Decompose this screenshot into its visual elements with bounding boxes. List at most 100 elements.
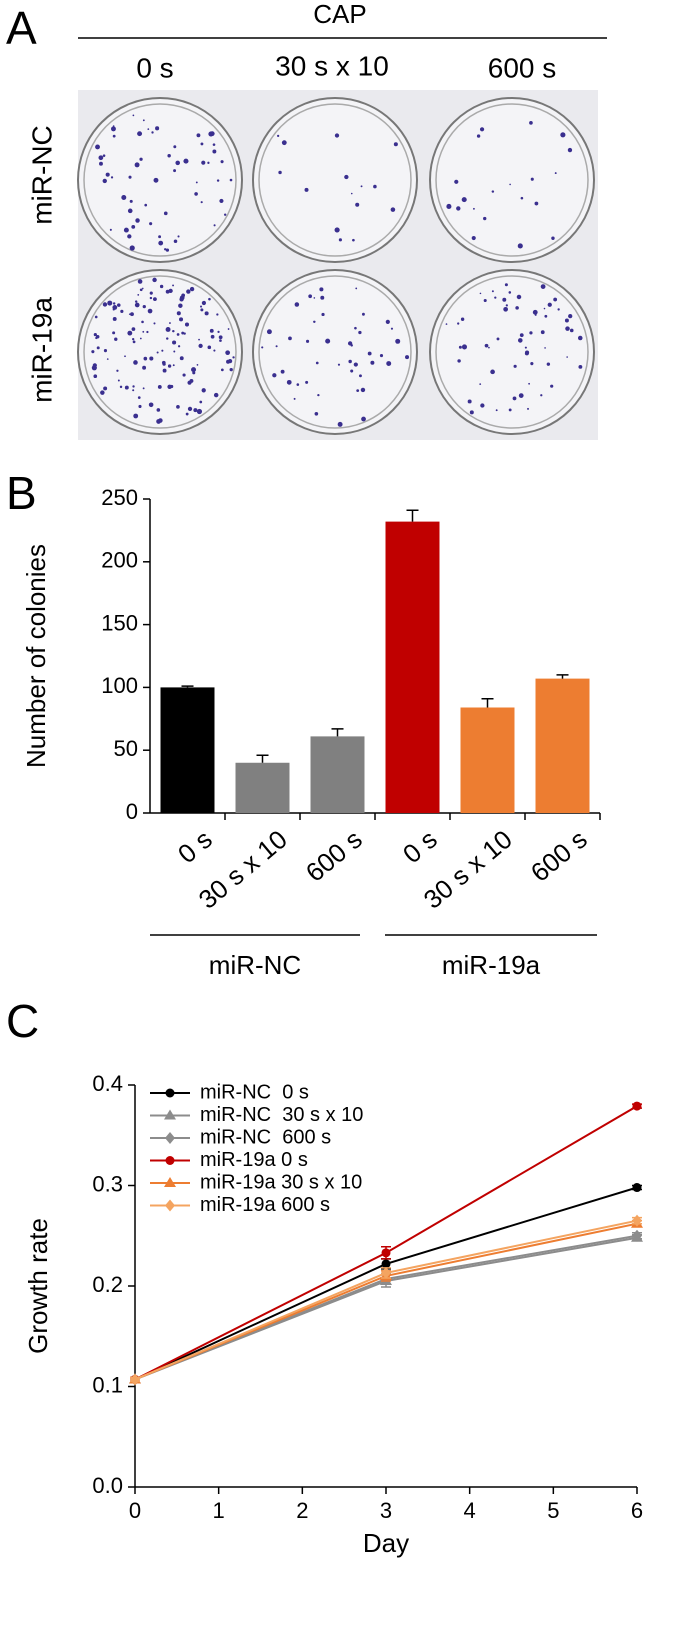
colony xyxy=(348,359,352,364)
colony xyxy=(524,346,527,349)
colony xyxy=(484,343,489,348)
colony xyxy=(98,155,104,161)
colony xyxy=(565,326,570,331)
colony xyxy=(456,206,461,211)
legend-label: miR-NC 30 s x 10 xyxy=(200,1104,363,1126)
colony xyxy=(393,142,398,147)
plate-rim xyxy=(258,103,412,257)
colony xyxy=(219,198,224,204)
colony xyxy=(479,292,482,295)
colony xyxy=(117,303,121,307)
colony xyxy=(217,330,220,333)
column-label: 0 s xyxy=(136,52,173,83)
colony xyxy=(178,303,183,308)
colony xyxy=(479,383,482,386)
colony xyxy=(564,318,569,323)
colony xyxy=(123,227,129,233)
colony xyxy=(460,317,465,321)
colony xyxy=(94,315,98,319)
colony xyxy=(163,248,167,251)
bar xyxy=(535,678,590,813)
colony xyxy=(483,298,487,303)
colony xyxy=(148,402,154,408)
colony xyxy=(208,297,211,301)
colony xyxy=(129,245,135,251)
colony xyxy=(129,199,133,203)
colony xyxy=(137,396,141,399)
y-tick-label: 150 xyxy=(101,610,138,635)
colony xyxy=(161,360,166,365)
colony xyxy=(213,224,216,227)
colony xyxy=(405,355,410,360)
marker xyxy=(632,1101,642,1111)
colony xyxy=(461,197,467,203)
colony xyxy=(133,360,138,365)
colony xyxy=(193,408,198,413)
colony xyxy=(209,328,214,333)
colony xyxy=(508,291,512,294)
colony xyxy=(138,404,142,409)
colony xyxy=(350,192,353,195)
colony xyxy=(304,187,309,192)
colony xyxy=(102,178,107,184)
colony xyxy=(320,295,325,300)
colony xyxy=(550,384,554,388)
colony xyxy=(390,207,396,212)
y-axis-label: Number of colonies xyxy=(21,544,51,768)
colony xyxy=(200,201,203,204)
colony xyxy=(210,334,215,339)
plate xyxy=(77,97,243,263)
colony xyxy=(189,286,195,292)
colony xyxy=(199,400,203,404)
colony xyxy=(131,224,136,229)
colony xyxy=(208,131,214,137)
colony xyxy=(139,288,143,292)
colony xyxy=(355,287,358,290)
colony xyxy=(143,356,148,361)
colony xyxy=(207,161,210,164)
legend-label: miR-NC 600 s xyxy=(200,1126,331,1148)
colony xyxy=(99,161,103,166)
colony xyxy=(334,227,340,233)
colony xyxy=(93,333,97,337)
colony xyxy=(149,222,153,226)
colony xyxy=(305,380,309,384)
y-tick-label: 0.1 xyxy=(92,1372,123,1397)
colony xyxy=(103,349,108,353)
group-label: miR-NC xyxy=(209,950,301,980)
y-tick-label: 0.2 xyxy=(92,1272,123,1297)
plate xyxy=(252,269,418,435)
row-label: miR-NC xyxy=(26,125,57,225)
colony xyxy=(278,170,282,175)
colony xyxy=(513,364,517,368)
colony xyxy=(114,337,118,341)
colony xyxy=(325,338,331,344)
colony xyxy=(540,284,546,289)
colony xyxy=(120,309,124,313)
colony xyxy=(385,319,390,324)
y-tick-label: 50 xyxy=(114,736,138,761)
colony xyxy=(196,364,199,366)
colony xyxy=(476,134,481,138)
marker xyxy=(164,1177,176,1187)
colony xyxy=(495,409,498,412)
colony xyxy=(103,386,108,391)
error-bar xyxy=(406,509,419,522)
plate-rim xyxy=(83,275,237,429)
colony xyxy=(213,392,219,398)
colony xyxy=(142,365,147,370)
colony xyxy=(167,154,171,158)
colony xyxy=(102,302,108,307)
y-tick-label: 0.3 xyxy=(92,1171,123,1196)
x-tick-label: 600 s xyxy=(525,824,593,888)
colony xyxy=(446,203,452,209)
colony xyxy=(124,355,126,358)
colony xyxy=(219,339,222,342)
colony xyxy=(192,371,196,375)
colony xyxy=(91,350,95,354)
y-tick-label: 100 xyxy=(101,673,138,698)
colony xyxy=(95,144,100,150)
x-tick-label: 0 s xyxy=(172,824,218,869)
colony xyxy=(155,126,160,131)
